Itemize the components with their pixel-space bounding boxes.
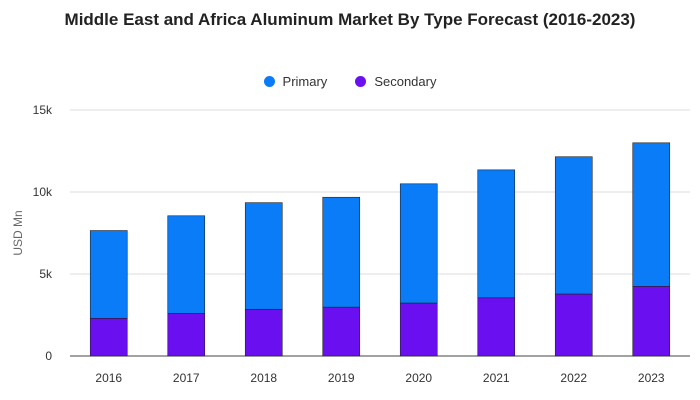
y-tick-label: 5k (39, 267, 53, 281)
legend: Primary Secondary (0, 74, 700, 89)
legend-label-secondary: Secondary (374, 74, 437, 89)
bar-primary-2020[interactable] (399, 183, 438, 304)
y-tick-label: 10k (33, 185, 53, 199)
bar-primary-2023[interactable] (632, 142, 671, 287)
x-tick-label: 2016 (95, 371, 122, 385)
bar-secondary-2022[interactable] (554, 293, 593, 357)
bar-secondary-2020[interactable] (399, 302, 438, 357)
bar-secondary-2023[interactable] (632, 285, 671, 357)
x-tick-label: 2020 (405, 371, 432, 385)
bar-primary-2021[interactable] (477, 169, 516, 299)
x-tick-label: 2021 (483, 371, 510, 385)
y-tick-label: 15k (33, 103, 53, 117)
bar-primary-2019[interactable] (322, 196, 361, 308)
y-tick-label: 0 (45, 349, 52, 363)
x-tick-label: 2017 (173, 371, 200, 385)
x-tick-label: 2022 (560, 371, 587, 385)
bar-secondary-2019[interactable] (322, 306, 361, 357)
x-tick-label: 2023 (638, 371, 665, 385)
bar-secondary-2021[interactable] (477, 297, 516, 357)
bar-secondary-2018[interactable] (244, 308, 283, 357)
y-axis-label: USD Mn (11, 210, 25, 255)
legend-swatch-primary (263, 76, 275, 87)
legend-item-primary[interactable]: Primary (263, 74, 328, 89)
bar-primary-2022[interactable] (554, 156, 593, 295)
bar-primary-2017[interactable] (167, 215, 206, 314)
legend-swatch-secondary (355, 76, 367, 87)
bar-secondary-2016[interactable] (89, 317, 128, 357)
x-tick-label: 2018 (250, 371, 277, 385)
bar-primary-2016[interactable] (89, 230, 128, 319)
legend-item-secondary[interactable]: Secondary (355, 74, 436, 89)
bar-primary-2018[interactable] (244, 202, 283, 310)
x-tick-label: 2019 (328, 371, 355, 385)
bar-secondary-2017[interactable] (167, 313, 206, 357)
legend-label-primary: Primary (282, 74, 328, 89)
chart-title: Middle East and Africa Aluminum Market B… (64, 10, 636, 29)
